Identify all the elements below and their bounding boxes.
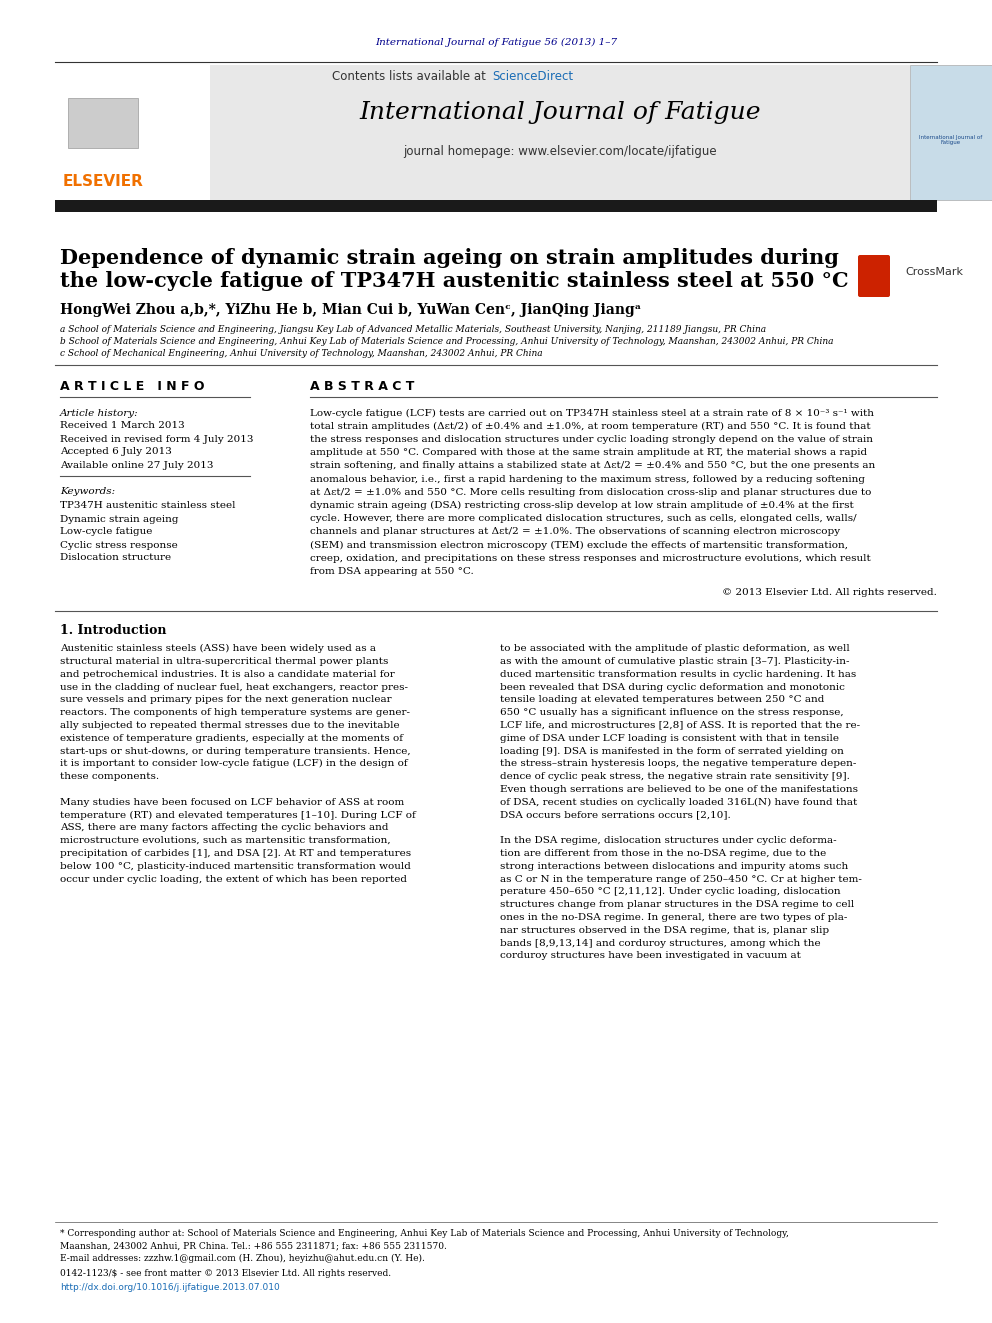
Text: corduroy structures have been investigated in vacuum at: corduroy structures have been investigat… — [500, 951, 801, 960]
Text: Cyclic stress response: Cyclic stress response — [60, 541, 178, 549]
Text: amplitude at 550 °C. Compared with those at the same strain amplitude at RT, the: amplitude at 550 °C. Compared with those… — [310, 448, 867, 458]
Text: bands [8,9,13,14] and corduroy structures, among which the: bands [8,9,13,14] and corduroy structure… — [500, 938, 820, 947]
Text: DSA occurs before serrations occurs [2,10].: DSA occurs before serrations occurs [2,1… — [500, 811, 731, 819]
Text: the stress responses and dislocation structures under cyclic loading strongly de: the stress responses and dislocation str… — [310, 435, 873, 445]
Text: of DSA, recent studies on cyclically loaded 316L(N) have found that: of DSA, recent studies on cyclically loa… — [500, 798, 857, 807]
Text: International Journal of Fatigue 56 (2013) 1–7: International Journal of Fatigue 56 (201… — [375, 37, 617, 46]
FancyBboxPatch shape — [55, 200, 937, 212]
Text: journal homepage: www.elsevier.com/locate/ijfatigue: journal homepage: www.elsevier.com/locat… — [403, 146, 717, 159]
Text: c School of Mechanical Engineering, Anhui University of Technology, Maanshan, 24: c School of Mechanical Engineering, Anhu… — [60, 349, 543, 359]
Text: Article history:: Article history: — [60, 409, 139, 418]
Text: the stress–strain hysteresis loops, the negative temperature depen-: the stress–strain hysteresis loops, the … — [500, 759, 856, 769]
Text: a School of Materials Science and Engineering, Jiangsu Key Lab of Advanced Metal: a School of Materials Science and Engine… — [60, 325, 766, 335]
Text: channels and planar structures at Δεt/2 = ±1.0%. The observations of scanning el: channels and planar structures at Δεt/2 … — [310, 528, 840, 536]
Text: LCF life, and microstructures [2,8] of ASS. It is reported that the re-: LCF life, and microstructures [2,8] of A… — [500, 721, 860, 730]
Text: Low-cycle fatigue: Low-cycle fatigue — [60, 528, 153, 537]
Text: reactors. The components of high temperature systems are gener-: reactors. The components of high tempera… — [60, 708, 410, 717]
Text: © 2013 Elsevier Ltd. All rights reserved.: © 2013 Elsevier Ltd. All rights reserved… — [722, 589, 937, 597]
Text: to be associated with the amplitude of plastic deformation, as well: to be associated with the amplitude of p… — [500, 644, 850, 654]
Text: tensile loading at elevated temperatures between 250 °C and: tensile loading at elevated temperatures… — [500, 696, 824, 704]
Text: use in the cladding of nuclear fuel, heat exchangers, reactor pres-: use in the cladding of nuclear fuel, hea… — [60, 683, 408, 692]
Text: ELSEVIER: ELSEVIER — [62, 175, 144, 189]
Text: Austenitic stainless steels (ASS) have been widely used as a: Austenitic stainless steels (ASS) have b… — [60, 644, 376, 654]
Text: as C or N in the temperature range of 250–450 °C. Cr at higher tem-: as C or N in the temperature range of 25… — [500, 875, 862, 884]
Text: occur under cyclic loading, the extent of which has been reported: occur under cyclic loading, the extent o… — [60, 875, 407, 884]
Text: Dependence of dynamic strain ageing on strain amplitudes during: Dependence of dynamic strain ageing on s… — [60, 247, 839, 269]
FancyBboxPatch shape — [910, 65, 992, 200]
Text: existence of temperature gradients, especially at the moments of: existence of temperature gradients, espe… — [60, 734, 403, 742]
Text: ally subjected to repeated thermal stresses due to the inevitable: ally subjected to repeated thermal stres… — [60, 721, 400, 730]
Text: Dislocation structure: Dislocation structure — [60, 553, 172, 562]
Text: Maanshan, 243002 Anhui, PR China. Tel.: +86 555 2311871; fax: +86 555 2311570.: Maanshan, 243002 Anhui, PR China. Tel.: … — [60, 1241, 446, 1250]
FancyBboxPatch shape — [210, 65, 910, 200]
Text: and petrochemical industries. It is also a candidate material for: and petrochemical industries. It is also… — [60, 669, 395, 679]
Text: Many studies have been focused on LCF behavior of ASS at room: Many studies have been focused on LCF be… — [60, 798, 405, 807]
Text: ScienceDirect: ScienceDirect — [492, 70, 573, 83]
Text: precipitation of carbides [1], and DSA [2]. At RT and temperatures: precipitation of carbides [1], and DSA [… — [60, 849, 411, 857]
Text: dence of cyclic peak stress, the negative strain rate sensitivity [9].: dence of cyclic peak stress, the negativ… — [500, 773, 850, 781]
Text: from DSA appearing at 550 °C.: from DSA appearing at 550 °C. — [310, 566, 474, 576]
Text: it is important to consider low-cycle fatigue (LCF) in the design of: it is important to consider low-cycle fa… — [60, 759, 408, 769]
Text: anomalous behavior, i.e., first a rapid hardening to the maximum stress, followe: anomalous behavior, i.e., first a rapid … — [310, 475, 865, 483]
Text: at Δεt/2 = ±1.0% and 550 °C. More cells resulting from dislocation cross-slip an: at Δεt/2 = ±1.0% and 550 °C. More cells … — [310, 488, 871, 496]
Text: as with the amount of cumulative plastic strain [3–7]. Plasticity-in-: as with the amount of cumulative plastic… — [500, 658, 849, 665]
Text: E-mail addresses: zzzhw.1@gmail.com (H. Zhou), heyizhu@ahut.edu.cn (Y. He).: E-mail addresses: zzzhw.1@gmail.com (H. … — [60, 1253, 425, 1262]
Text: Available online 27 July 2013: Available online 27 July 2013 — [60, 460, 213, 470]
Text: nar structures observed in the DSA regime, that is, planar slip: nar structures observed in the DSA regim… — [500, 926, 829, 935]
Text: these components.: these components. — [60, 773, 159, 781]
Text: HongWei Zhou a,b,*, YiZhu He b, Mian Cui b, YuWan Cenᶜ, JianQing Jiangᵃ: HongWei Zhou a,b,*, YiZhu He b, Mian Cui… — [60, 303, 641, 318]
Text: gime of DSA under LCF loading is consistent with that in tensile: gime of DSA under LCF loading is consist… — [500, 734, 839, 742]
Text: creep, oxidation, and precipitations on these stress responses and microstructur: creep, oxidation, and precipitations on … — [310, 554, 871, 562]
Text: cycle. However, there are more complicated dislocation structures, such as cells: cycle. However, there are more complicat… — [310, 515, 857, 523]
Text: (SEM) and transmission electron microscopy (TEM) exclude the effects of martensi: (SEM) and transmission electron microsco… — [310, 540, 848, 549]
Text: ones in the no-DSA regime. In general, there are two types of pla-: ones in the no-DSA regime. In general, t… — [500, 913, 847, 922]
Text: temperature (RT) and elevated temperatures [1–10]. During LCF of: temperature (RT) and elevated temperatur… — [60, 811, 416, 819]
FancyBboxPatch shape — [68, 98, 138, 148]
Text: Dynamic strain ageing: Dynamic strain ageing — [60, 515, 179, 524]
Text: been revealed that DSA during cyclic deformation and monotonic: been revealed that DSA during cyclic def… — [500, 683, 845, 692]
Text: Contents lists available at: Contents lists available at — [332, 70, 490, 83]
Text: http://dx.doi.org/10.1016/j.ijfatigue.2013.07.010: http://dx.doi.org/10.1016/j.ijfatigue.20… — [60, 1282, 280, 1291]
Text: 0142-1123/$ - see front matter © 2013 Elsevier Ltd. All rights reserved.: 0142-1123/$ - see front matter © 2013 El… — [60, 1270, 391, 1278]
Text: Low-cycle fatigue (LCF) tests are carried out on TP347H stainless steel at a str: Low-cycle fatigue (LCF) tests are carrie… — [310, 409, 874, 418]
Text: start-ups or shut-downs, or during temperature transients. Hence,: start-ups or shut-downs, or during tempe… — [60, 746, 411, 755]
Text: the low-cycle fatigue of TP347H austenitic stainless steel at 550 °C: the low-cycle fatigue of TP347H austenit… — [60, 271, 848, 291]
Text: structures change from planar structures in the DSA regime to cell: structures change from planar structures… — [500, 900, 854, 909]
Text: Keywords:: Keywords: — [60, 487, 115, 496]
Text: Accepted 6 July 2013: Accepted 6 July 2013 — [60, 447, 172, 456]
Text: In the DSA regime, dislocation structures under cyclic deforma-: In the DSA regime, dislocation structure… — [500, 836, 836, 845]
Text: total strain amplitudes (Δεt/2) of ±0.4% and ±1.0%, at room temperature (RT) and: total strain amplitudes (Δεt/2) of ±0.4%… — [310, 422, 871, 431]
Text: CrossMark: CrossMark — [905, 267, 963, 277]
Text: b School of Materials Science and Engineering, Anhui Key Lab of Materials Scienc: b School of Materials Science and Engine… — [60, 337, 833, 347]
Text: International Journal of Fatigue: International Journal of Fatigue — [359, 101, 761, 123]
Text: structural material in ultra-supercritical thermal power plants: structural material in ultra-supercritic… — [60, 658, 389, 665]
Text: International Journal of
Fatigue: International Journal of Fatigue — [920, 135, 983, 146]
Text: 650 °C usually has a significant influence on the stress response,: 650 °C usually has a significant influen… — [500, 708, 843, 717]
Text: TP347H austenitic stainless steel: TP347H austenitic stainless steel — [60, 501, 235, 511]
Text: ASS, there are many factors affecting the cyclic behaviors and: ASS, there are many factors affecting th… — [60, 823, 389, 832]
Text: strong interactions between dislocations and impurity atoms such: strong interactions between dislocations… — [500, 861, 848, 871]
Text: duced martensitic transformation results in cyclic hardening. It has: duced martensitic transformation results… — [500, 669, 856, 679]
Text: perature 450–650 °C [2,11,12]. Under cyclic loading, dislocation: perature 450–650 °C [2,11,12]. Under cyc… — [500, 888, 840, 896]
Text: A B S T R A C T: A B S T R A C T — [310, 381, 415, 393]
Text: 1. Introduction: 1. Introduction — [60, 624, 167, 638]
Text: Received in revised form 4 July 2013: Received in revised form 4 July 2013 — [60, 434, 254, 443]
Text: A R T I C L E   I N F O: A R T I C L E I N F O — [60, 381, 204, 393]
Text: below 100 °C, plasticity-induced martensitic transformation would: below 100 °C, plasticity-induced martens… — [60, 861, 411, 871]
Text: sure vessels and primary pipes for the next generation nuclear: sure vessels and primary pipes for the n… — [60, 696, 392, 704]
FancyBboxPatch shape — [55, 65, 210, 200]
Text: loading [9]. DSA is manifested in the form of serrated yielding on: loading [9]. DSA is manifested in the fo… — [500, 746, 844, 755]
Text: dynamic strain ageing (DSA) restricting cross-slip develop at low strain amplitu: dynamic strain ageing (DSA) restricting … — [310, 501, 854, 509]
Text: strain softening, and finally attains a stabilized state at Δεt/2 = ±0.4% and 55: strain softening, and finally attains a … — [310, 462, 875, 470]
Text: microstructure evolutions, such as martensitic transformation,: microstructure evolutions, such as marte… — [60, 836, 391, 845]
Text: * Corresponding author at: School of Materials Science and Engineering, Anhui Ke: * Corresponding author at: School of Mat… — [60, 1229, 789, 1238]
Text: tion are different from those in the no-DSA regime, due to the: tion are different from those in the no-… — [500, 849, 826, 857]
FancyBboxPatch shape — [858, 255, 890, 296]
Text: Even though serrations are believed to be one of the manifestations: Even though serrations are believed to b… — [500, 785, 858, 794]
Text: Received 1 March 2013: Received 1 March 2013 — [60, 422, 185, 430]
